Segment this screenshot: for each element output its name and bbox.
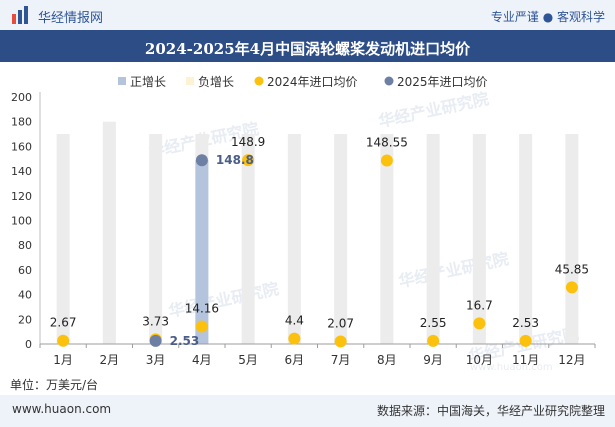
watermark-text: 华经产业研究院 xyxy=(377,89,491,131)
data-label-2024: 14.16 xyxy=(185,302,219,316)
background-bar xyxy=(519,134,533,344)
point-2024 xyxy=(565,281,578,294)
footer-source: 数据来源：中国海关，华经产业研究院整理 xyxy=(376,404,605,418)
chart: 华经产业研究院华经产业研究院华经产业研究院华经产业研究院华经产业研究院www.h… xyxy=(11,75,596,372)
legend-label: 2025年进口均价 xyxy=(397,75,488,89)
background-bar xyxy=(56,134,70,344)
tagline: 专业严谨 ● 客观科学 xyxy=(490,10,605,24)
background-bar xyxy=(287,134,301,344)
data-label-2024: 3.73 xyxy=(142,314,169,328)
y-tick-label: 200 xyxy=(11,91,32,104)
data-label-2025: 148.8 xyxy=(216,153,254,167)
data-label-2024: 4.4 xyxy=(285,314,304,328)
background-bar xyxy=(565,134,579,344)
x-tick-label: 7月 xyxy=(331,353,351,367)
point-2024 xyxy=(427,334,440,347)
point-2024 xyxy=(195,320,208,333)
x-tick-label: 6月 xyxy=(285,353,305,367)
x-tick-label: 11月 xyxy=(512,353,539,367)
legend-marker xyxy=(384,76,394,86)
data-label-2024: 2.53 xyxy=(512,316,539,330)
y-tick-label: 140 xyxy=(11,165,32,178)
background-bar xyxy=(241,134,255,344)
legend-swatch xyxy=(186,77,194,85)
data-label-2024: 45.85 xyxy=(555,262,589,276)
legend-swatch xyxy=(118,77,126,85)
x-tick-label: 9月 xyxy=(423,353,443,367)
background-bar xyxy=(380,134,394,344)
x-tick-label: 2月 xyxy=(100,353,120,367)
point-2025 xyxy=(195,154,208,167)
data-label-2025: 2.53 xyxy=(170,334,200,348)
background-bar xyxy=(102,121,116,344)
point-2025 xyxy=(149,334,162,347)
x-tick-label: 8月 xyxy=(377,353,397,367)
point-2024 xyxy=(57,334,70,347)
y-tick-label: 40 xyxy=(18,289,32,302)
data-label-2024: 2.07 xyxy=(327,316,354,330)
x-tick-label: 4月 xyxy=(192,353,212,367)
y-tick-label: 100 xyxy=(11,215,32,228)
legend-label: 2024年进口均价 xyxy=(267,75,358,89)
point-2024 xyxy=(380,154,393,167)
y-tick-label: 160 xyxy=(11,140,32,153)
footer-bar xyxy=(0,395,615,427)
x-tick-label: 10月 xyxy=(466,353,493,367)
background-bar xyxy=(334,134,348,344)
y-tick-label: 80 xyxy=(18,239,32,252)
background-bar xyxy=(149,134,163,344)
y-tick-label: 180 xyxy=(11,116,32,129)
point-2024 xyxy=(473,317,486,330)
data-label-2024: 2.67 xyxy=(50,316,77,330)
point-2024 xyxy=(288,332,301,345)
positive-growth-bar xyxy=(195,160,209,344)
data-label-2024: 148.9 xyxy=(231,135,265,149)
legend-label: 正增长 xyxy=(130,75,166,89)
data-label-2024: 2.55 xyxy=(420,316,447,330)
watermark-url: www.huaon.com xyxy=(470,362,553,372)
x-tick-label: 5月 xyxy=(238,353,258,367)
header-bar xyxy=(0,0,615,30)
background-bar xyxy=(426,134,440,344)
x-tick-label: 1月 xyxy=(53,353,73,367)
data-label-2024: 16.7 xyxy=(466,298,493,312)
y-tick-label: 60 xyxy=(18,264,32,277)
chart-title: 2024-2025年4月中国涡轮螺桨发动机进口均价 xyxy=(144,40,471,58)
unit-label: 单位：万美元/台 xyxy=(10,378,99,392)
brand-name[interactable]: 华经情报网 xyxy=(38,11,104,26)
y-tick-label: 0 xyxy=(25,338,32,351)
point-2024 xyxy=(519,334,532,347)
title-bar xyxy=(0,30,615,62)
x-tick-label: 12月 xyxy=(558,353,585,367)
x-tick-label: 3月 xyxy=(146,353,166,367)
footer-site[interactable]: www.huaon.com xyxy=(12,402,112,416)
point-2024 xyxy=(334,335,347,348)
y-tick-label: 20 xyxy=(18,313,32,326)
brand-logo-icon xyxy=(12,6,28,24)
y-tick-label: 120 xyxy=(11,190,32,203)
legend-label: 负增长 xyxy=(198,75,234,89)
data-label-2024: 148.55 xyxy=(366,136,408,150)
watermark-text: 华经产业研究院 xyxy=(397,249,511,291)
point-2024 xyxy=(242,154,255,167)
legend-marker xyxy=(254,76,264,86)
background-bar xyxy=(472,134,486,344)
